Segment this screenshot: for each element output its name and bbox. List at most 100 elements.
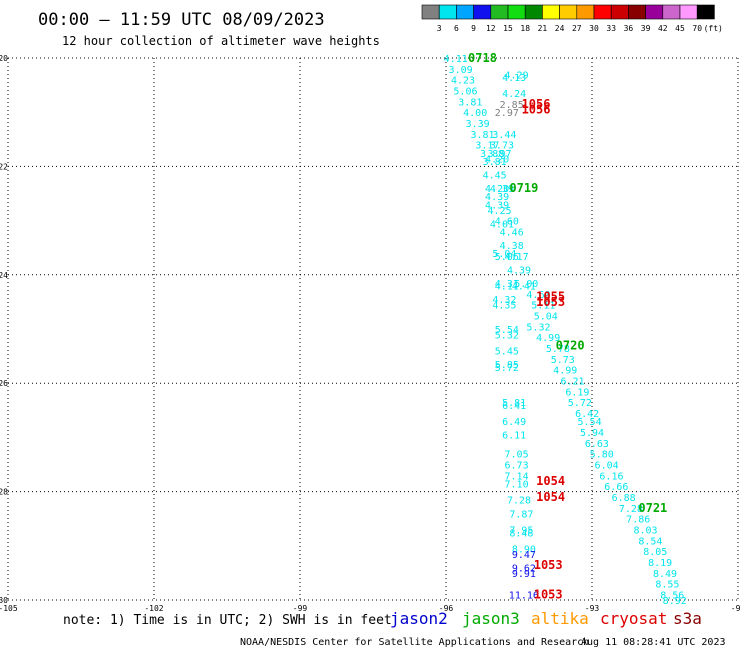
wave-height-point: 3.09 bbox=[449, 65, 473, 76]
colorbar-label: 39 bbox=[641, 24, 651, 33]
wave-height-point: 7.95 bbox=[509, 526, 533, 537]
colorbar-swatch bbox=[679, 4, 698, 20]
wave-height-point: 5.73 bbox=[551, 355, 575, 366]
wave-height-point: 7.87 bbox=[509, 509, 533, 520]
wave-height-point: 8.48 bbox=[509, 528, 533, 539]
wave-height-point: 3.81 bbox=[458, 97, 482, 108]
wave-height-point: 4.13 bbox=[502, 73, 526, 84]
colorbar-swatch bbox=[490, 4, 509, 20]
wave-height-point: 7.28 bbox=[507, 496, 531, 507]
wave-height-point: 7.86 bbox=[626, 515, 650, 526]
wave-height-point: 5.72 bbox=[495, 363, 519, 374]
colorbar-label: 15 bbox=[503, 24, 513, 33]
x-tick-label: -105 bbox=[0, 604, 18, 613]
colorbar-label: 45 bbox=[675, 24, 685, 33]
colorbar-swatch bbox=[628, 4, 646, 20]
wave-height-point: 6.42 bbox=[575, 409, 599, 420]
wave-height-point: 3.39 bbox=[466, 119, 490, 130]
wave-height-point: 8.56 bbox=[660, 591, 684, 602]
wave-height-point: 6.19 bbox=[565, 387, 589, 398]
wave-height-point: 5.80 bbox=[590, 450, 614, 461]
wave-height-point: 4.20 bbox=[485, 154, 509, 165]
x-tick-label: -96 bbox=[439, 604, 454, 613]
wave-height-point: 2.97 bbox=[495, 108, 519, 119]
note-text: note: 1) Time is in UTC; 2) SWH is in fe… bbox=[63, 613, 392, 628]
wave-height-point: 2.85 bbox=[500, 100, 524, 111]
wave-height-point: 4.31 bbox=[495, 279, 519, 290]
pass-time-label: 1054 bbox=[536, 474, 565, 488]
wave-height-point: 5.00 bbox=[514, 279, 538, 290]
wave-height-point: 6.21 bbox=[560, 376, 584, 387]
wave-height-labels: 4.113.094.23 4.294.135.06 4.243.81 2.854.00… bbox=[444, 54, 687, 607]
wave-height-point: 8.49 bbox=[653, 569, 677, 580]
colorbar-swatch bbox=[645, 4, 664, 20]
satellite-altika: altika bbox=[531, 609, 589, 628]
wave-height-point: 5.06 bbox=[495, 252, 519, 263]
wave-height-point: 6.63 bbox=[585, 439, 609, 450]
pass-time-label: 0719 bbox=[509, 181, 538, 195]
wave-height-point: 6.04 bbox=[595, 461, 619, 472]
wave-height-point: 9.47 bbox=[512, 550, 536, 561]
wave-height-point: 5.11 bbox=[531, 301, 555, 312]
x-tick-label: -90 bbox=[731, 604, 740, 613]
wave-height-point: 3.97 bbox=[487, 149, 511, 160]
wave-height-point: 4.29 bbox=[505, 70, 529, 81]
x-tick-labels: -105 -102 -99 -96 -93 -90 bbox=[0, 604, 740, 613]
wave-height-point: 8.19 bbox=[648, 558, 672, 569]
wave-height-point: 7.14 bbox=[505, 471, 529, 482]
pass-time-labels: 0718105610560719105510530720105410540721… bbox=[468, 51, 667, 602]
wave-height-point: 3.88 bbox=[480, 149, 504, 160]
wave-height-point: 8.92 bbox=[663, 596, 687, 607]
pass-time-label: 0718 bbox=[468, 51, 497, 65]
colorbar-unit: (ft) bbox=[704, 24, 723, 33]
wave-height-point: 4.01 bbox=[490, 219, 514, 230]
pass-time-label: 1053 bbox=[534, 588, 563, 602]
wave-height-point: 9.91 bbox=[512, 569, 536, 580]
colorbar-swatch bbox=[524, 4, 543, 20]
wave-height-point: 4.39 bbox=[485, 192, 509, 203]
satellite-s3a: s3a bbox=[673, 609, 702, 628]
wave-height-point: 3.44 bbox=[492, 130, 516, 141]
wave-height-point: 4.20 bbox=[485, 184, 509, 195]
wave-height-point: 7.10 bbox=[505, 479, 529, 490]
pass-time-label: 1055 bbox=[536, 289, 565, 303]
colorbar-swatch bbox=[421, 4, 440, 20]
satellite-jason2: jason2 bbox=[390, 609, 448, 628]
wave-height-point: 11.16 bbox=[509, 591, 539, 602]
wave-height-point: 8.05 bbox=[643, 547, 667, 558]
wave-height-point: 6.16 bbox=[599, 471, 623, 482]
wave-height-point: 5.06 bbox=[453, 87, 477, 98]
wave-height-point: 4.39 bbox=[485, 200, 509, 211]
wave-height-point: 4.60 bbox=[495, 217, 519, 228]
pass-time-label: 0721 bbox=[638, 501, 667, 515]
colorbar-swatch bbox=[610, 4, 629, 20]
wave-height-point: 4.46 bbox=[500, 227, 524, 238]
wave-height-point: 4.11 bbox=[495, 282, 519, 293]
y-tick-label: -20 bbox=[0, 54, 8, 63]
wave-height-point: 5.72 bbox=[568, 398, 592, 409]
wave-height-point: 5.81 bbox=[502, 398, 526, 409]
satellite-cryosat: cryosat bbox=[600, 609, 667, 628]
wave-height-point: 8.54 bbox=[638, 536, 662, 547]
pass-time-label: 1056 bbox=[522, 102, 551, 116]
wave-height-point: 7.05 bbox=[505, 450, 529, 461]
y-tick-label: -24 bbox=[0, 271, 8, 280]
y-tick-label: -28 bbox=[0, 488, 8, 497]
wave-height-point: 5.54 bbox=[578, 417, 602, 428]
colorbar-label: 3 bbox=[437, 24, 442, 33]
pass-time-label: 0720 bbox=[556, 338, 585, 352]
wave-height-point: 4.17 bbox=[505, 252, 529, 263]
colorbar-label: 18 bbox=[520, 24, 530, 33]
colorbar-label: 6 bbox=[454, 24, 459, 33]
wave-height-point: 4.25 bbox=[487, 206, 511, 217]
colorbar-swatch bbox=[696, 4, 715, 20]
footer-timestamp: Aug 11 08:28:41 UTC 2023 bbox=[581, 637, 726, 648]
y-tick-label: -30 bbox=[0, 596, 8, 605]
wave-height-point: 4.24 bbox=[502, 89, 526, 100]
y-tick-label: -26 bbox=[0, 379, 8, 388]
wave-height-point: 6.66 bbox=[604, 482, 628, 493]
wave-height-point: 6.41 bbox=[502, 401, 526, 412]
colorbar-swatch bbox=[662, 4, 681, 20]
colorbar-swatch bbox=[473, 4, 492, 20]
